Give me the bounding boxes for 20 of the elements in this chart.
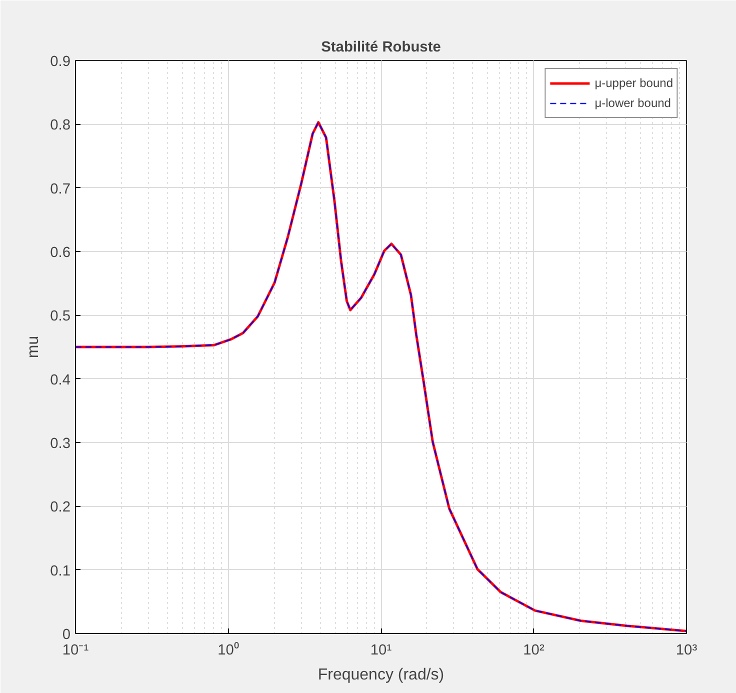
y-tick-label: 0.7: [50, 181, 70, 198]
y-tick-label: 0.3: [50, 436, 70, 452]
x-tick-label: 10¹: [370, 642, 392, 658]
y-tick-label: 0.8: [50, 118, 70, 134]
y-axis-title: mu: [25, 336, 42, 358]
y-tick-label: 0: [62, 627, 71, 643]
y-tick-label: 0.2: [50, 500, 70, 516]
y-tick-label: 0.6: [50, 245, 70, 261]
x-tick-label: 10³: [676, 642, 698, 658]
y-tick-label: 0.4: [50, 372, 70, 388]
x-tick-label: 10⁻¹: [62, 642, 89, 658]
chart-title: Stabilité Robuste: [321, 40, 441, 56]
y-tick-label: 0.1: [50, 563, 70, 580]
legend-label: μ-lower bound: [594, 96, 671, 110]
legend-label: μ-upper bound: [594, 76, 673, 90]
y-tick-label: 0.9: [50, 54, 70, 70]
y-tick-label: 0.5: [50, 308, 70, 325]
x-axis-title: Frequency (rad/s): [318, 666, 444, 684]
x-tick-label: 10²: [523, 642, 544, 658]
x-tick-label: 10⁰: [218, 642, 239, 658]
